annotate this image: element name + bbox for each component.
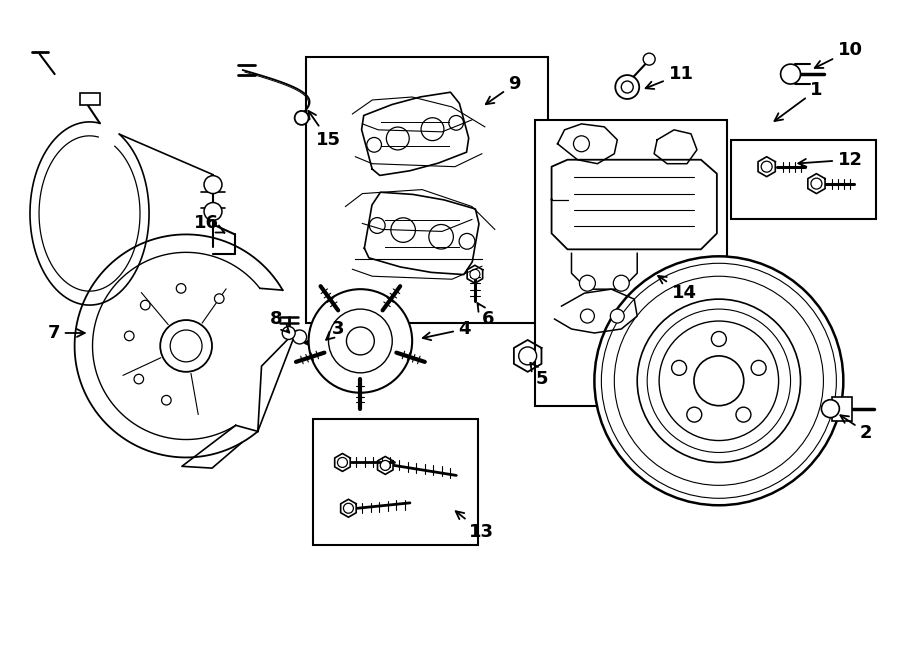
Text: 4: 4	[423, 320, 472, 340]
Circle shape	[160, 320, 212, 372]
Circle shape	[449, 116, 464, 130]
Circle shape	[294, 111, 309, 125]
Circle shape	[610, 309, 625, 323]
Circle shape	[328, 309, 392, 373]
Circle shape	[283, 327, 295, 340]
Circle shape	[176, 284, 186, 293]
Bar	[731, 140, 877, 219]
Circle shape	[369, 217, 385, 233]
Circle shape	[580, 309, 594, 323]
Circle shape	[644, 53, 655, 65]
Text: 3: 3	[326, 320, 345, 340]
Circle shape	[421, 118, 444, 141]
Circle shape	[214, 294, 224, 303]
Circle shape	[367, 137, 382, 152]
Text: 2: 2	[841, 415, 872, 442]
Text: 12: 12	[798, 151, 863, 169]
Bar	[80, 93, 100, 105]
Text: 5: 5	[530, 363, 548, 388]
Circle shape	[292, 330, 307, 344]
Bar	[535, 120, 727, 406]
Text: 8: 8	[269, 310, 289, 332]
Text: 11: 11	[645, 65, 694, 89]
Text: 7: 7	[48, 324, 85, 342]
Text: 16: 16	[194, 214, 224, 233]
Circle shape	[573, 136, 590, 152]
Circle shape	[381, 461, 391, 471]
Circle shape	[580, 275, 596, 291]
Circle shape	[594, 256, 843, 505]
Text: 13: 13	[455, 511, 494, 541]
Text: 14: 14	[658, 276, 697, 302]
Circle shape	[518, 347, 536, 365]
Circle shape	[386, 127, 410, 150]
Circle shape	[204, 202, 222, 221]
Circle shape	[470, 269, 480, 279]
Text: 1: 1	[775, 81, 823, 121]
Circle shape	[613, 275, 629, 291]
Text: 15: 15	[309, 111, 341, 149]
Circle shape	[391, 217, 416, 243]
Circle shape	[811, 178, 822, 189]
Circle shape	[822, 400, 840, 418]
Circle shape	[204, 176, 222, 194]
Circle shape	[346, 327, 374, 355]
Circle shape	[616, 75, 639, 99]
Circle shape	[344, 503, 354, 513]
Circle shape	[140, 300, 150, 310]
Circle shape	[761, 161, 772, 172]
Text: 6: 6	[478, 303, 494, 328]
Text: 10: 10	[814, 41, 863, 68]
Bar	[312, 418, 478, 545]
Circle shape	[428, 225, 454, 249]
Bar	[306, 57, 547, 323]
Circle shape	[459, 233, 475, 249]
Circle shape	[170, 330, 202, 362]
Bar	[832, 397, 852, 420]
Circle shape	[621, 81, 634, 93]
Text: 9: 9	[486, 75, 521, 104]
Circle shape	[162, 395, 171, 405]
Circle shape	[134, 374, 144, 384]
Circle shape	[338, 457, 347, 467]
Circle shape	[780, 64, 800, 84]
Circle shape	[124, 331, 134, 340]
Circle shape	[309, 289, 412, 393]
